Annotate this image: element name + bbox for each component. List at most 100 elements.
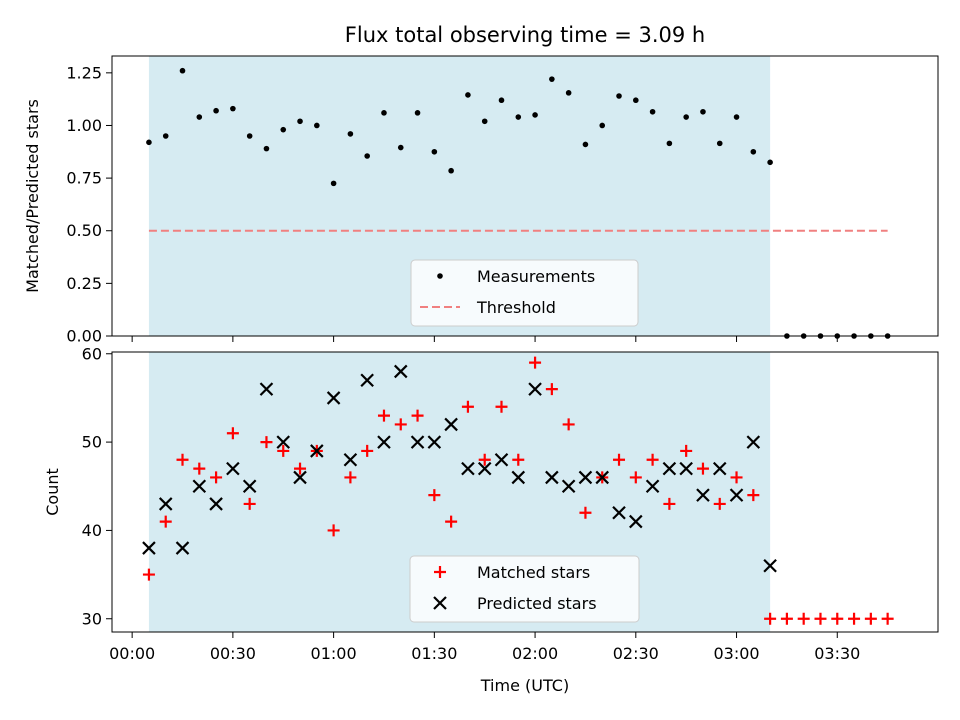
matched-star-point — [260, 436, 273, 449]
predicted-star-point — [175, 541, 190, 555]
matched-star-point — [848, 612, 861, 625]
measurement-point — [633, 97, 639, 104]
y-tick-label: 0.50 — [66, 221, 102, 240]
legend-measurements-label: Measurements — [477, 267, 595, 286]
top-x-ticks — [131, 336, 838, 342]
matched-star-points — [142, 356, 894, 625]
x-tick-label: 02:00 — [512, 644, 558, 663]
matched-star-point — [562, 418, 575, 431]
matched-star-point — [629, 471, 642, 484]
matched-star-point — [394, 418, 407, 431]
predicted-star-point — [259, 382, 274, 396]
bottom-axes-frame — [111, 351, 939, 633]
matched-star-point — [646, 453, 659, 466]
matched-star-point — [713, 497, 726, 510]
matched-star-point — [478, 453, 491, 466]
measurement-point — [162, 133, 169, 139]
predicted-star-point — [595, 470, 610, 485]
matched-star-point — [142, 568, 155, 581]
matched-star-point — [461, 400, 474, 413]
measurement-point — [616, 93, 622, 99]
predicted-star-point — [712, 461, 727, 476]
x-tick-label: 03:00 — [713, 644, 759, 663]
matched-star-point — [831, 612, 844, 625]
matched-star-point — [210, 471, 223, 484]
predicted-star-point — [545, 470, 559, 485]
x-tick-label: 00:30 — [210, 644, 256, 663]
legend-matched-marker — [434, 566, 446, 578]
measurement-point — [196, 114, 203, 120]
measurement-point — [515, 114, 522, 120]
measurement-point — [397, 144, 404, 151]
measurement-point — [297, 118, 303, 125]
legend-threshold-label: Threshold — [476, 298, 556, 317]
predicted-star-point — [142, 541, 156, 555]
predicted-star-point — [427, 435, 442, 449]
measurement-point — [733, 114, 740, 120]
predicted-star-point — [477, 461, 492, 476]
matched-star-point — [361, 444, 374, 457]
predicted-star-point — [360, 373, 374, 388]
bottom-y-axis-label: Count — [43, 468, 62, 516]
matched-star-point — [881, 612, 894, 625]
predicted-star-point — [226, 461, 240, 476]
measurement-point — [532, 112, 538, 118]
matched-star-point — [545, 383, 558, 396]
measurement-point — [649, 108, 656, 115]
x-tick-label: 01:30 — [411, 644, 457, 663]
bottom-legend: Matched stars Predicted stars — [409, 555, 640, 623]
measurement-point — [213, 107, 219, 114]
matched-star-point — [780, 612, 793, 625]
predicted-star-point — [461, 461, 475, 476]
matched-star-point — [797, 612, 810, 625]
legend-measurements-marker — [437, 273, 443, 279]
predicted-star-point — [192, 479, 207, 494]
matched-star-point — [159, 515, 172, 528]
matched-star-point — [176, 453, 189, 466]
y-tick-label: 1.25 — [66, 63, 102, 82]
predicted-star-point — [629, 514, 643, 529]
measurement-point — [381, 110, 387, 116]
predicted-star-point — [561, 479, 576, 494]
measurement-point — [330, 180, 337, 187]
top-legend-box — [410, 259, 639, 327]
top-y-axis-label: Matched/Predicted stars — [23, 99, 42, 293]
matched-star-point — [445, 515, 458, 528]
predicted-star-point — [393, 364, 408, 379]
matched-star-point — [663, 497, 676, 510]
legend-predicted-marker — [433, 596, 447, 610]
y-tick-label: 1.00 — [66, 116, 102, 135]
predicted-star-point — [293, 470, 307, 485]
measurement-point — [767, 159, 773, 166]
predicted-star-point — [696, 488, 710, 502]
x-axis-label: Time (UTC) — [480, 676, 569, 695]
predicted-star-point — [729, 488, 744, 502]
predicted-star-point — [679, 461, 693, 476]
bottom-legend-box — [409, 555, 640, 623]
top-y-ticks: 0.00 0.25 0.50 0.75 1.00 1.25 — [66, 63, 112, 346]
x-tick-label: 03:30 — [814, 644, 860, 663]
matched-star-point — [512, 453, 525, 466]
predicted-star-point — [494, 452, 509, 467]
predicted-star-point — [158, 497, 173, 511]
x-tick-label: 00:00 — [109, 644, 155, 663]
measurement-point — [599, 122, 606, 129]
measurement-point — [414, 110, 421, 116]
y-tick-label: 30 — [82, 609, 102, 628]
measurement-point — [230, 105, 236, 112]
measurement-point — [582, 141, 589, 148]
predicted-star-point — [645, 479, 660, 494]
measurement-point — [700, 108, 706, 115]
predicted-star-point — [343, 452, 358, 467]
predicted-star-point — [578, 470, 593, 485]
matched-star-point — [764, 612, 777, 625]
measurement-point — [314, 122, 320, 129]
measurement-point — [431, 148, 438, 155]
predicted-star-point — [276, 435, 291, 449]
matched-star-point — [377, 409, 390, 422]
matched-star-point — [814, 612, 827, 625]
legend-matched-label: Matched stars — [477, 563, 590, 582]
matched-star-point — [747, 489, 760, 502]
